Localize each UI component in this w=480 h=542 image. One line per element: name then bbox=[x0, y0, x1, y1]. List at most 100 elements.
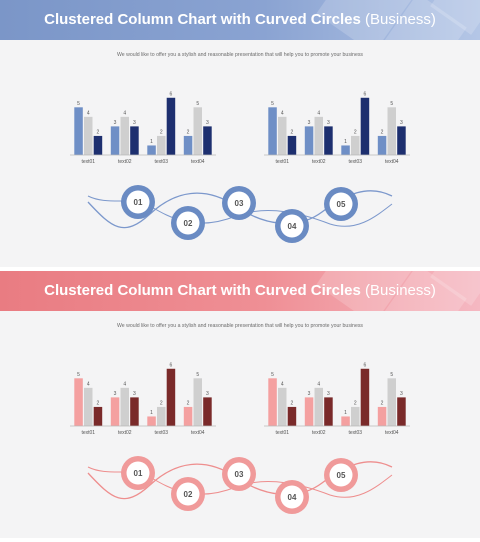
bar bbox=[183, 406, 193, 426]
circle-center bbox=[126, 190, 150, 214]
step-circle-05: 05 bbox=[324, 187, 358, 221]
tick-label: text02 bbox=[312, 159, 326, 165]
bar bbox=[120, 116, 129, 155]
bar bbox=[193, 107, 202, 155]
bar bbox=[314, 387, 323, 426]
circle-center bbox=[227, 191, 251, 215]
data-label: 4 bbox=[123, 381, 126, 387]
data-label: 5 bbox=[271, 372, 274, 378]
circle-label: 04 bbox=[288, 493, 297, 502]
data-label: 2 bbox=[97, 400, 100, 406]
bar bbox=[157, 406, 166, 426]
data-label: 5 bbox=[77, 372, 80, 378]
bar bbox=[203, 126, 212, 155]
circle-center bbox=[126, 461, 150, 485]
data-label: 6 bbox=[364, 362, 367, 368]
bar bbox=[324, 397, 333, 426]
data-label: 2 bbox=[381, 129, 384, 135]
circle-label: 01 bbox=[134, 198, 143, 207]
bar bbox=[287, 135, 297, 155]
bar bbox=[268, 378, 277, 426]
tick-label: text01 bbox=[81, 159, 95, 165]
slide-title: Clustered Column Chart with Curved Circl… bbox=[44, 11, 436, 28]
title-banner: Clustered Column Chart with Curved Circl… bbox=[0, 271, 480, 311]
bar bbox=[268, 107, 277, 155]
data-label: 3 bbox=[400, 391, 403, 397]
bar bbox=[110, 126, 120, 155]
data-label: 3 bbox=[308, 391, 311, 397]
data-label: 3 bbox=[327, 120, 330, 126]
step-circle-01: 01 bbox=[121, 456, 155, 490]
bar bbox=[84, 387, 93, 426]
circle-label: 02 bbox=[184, 219, 193, 228]
data-label: 1 bbox=[150, 410, 153, 416]
data-label: 3 bbox=[400, 120, 403, 126]
title-banner: Clustered Column Chart with Curved Circl… bbox=[0, 0, 480, 40]
bar bbox=[183, 135, 193, 155]
bar bbox=[147, 416, 156, 426]
step-circle-04: 04 bbox=[275, 480, 309, 514]
bar bbox=[166, 368, 176, 426]
bar bbox=[351, 135, 360, 155]
tick-label: text03 bbox=[348, 430, 362, 436]
data-label: 5 bbox=[271, 101, 274, 107]
circle-center bbox=[227, 462, 251, 486]
data-label: 3 bbox=[114, 391, 117, 397]
data-label: 3 bbox=[133, 120, 136, 126]
bar bbox=[377, 135, 387, 155]
data-label: 4 bbox=[87, 110, 90, 116]
circle-label: 03 bbox=[235, 470, 244, 479]
bar bbox=[166, 97, 176, 155]
bar bbox=[278, 116, 287, 155]
step-circle-05: 05 bbox=[324, 458, 358, 492]
bar bbox=[341, 416, 350, 426]
charts-and-circles: 542text01343text02126text03253text04542t… bbox=[70, 91, 410, 243]
bar bbox=[360, 368, 370, 426]
tick-label: text04 bbox=[191, 430, 205, 436]
data-label: 4 bbox=[87, 381, 90, 387]
circle-label: 04 bbox=[288, 222, 297, 231]
data-label: 2 bbox=[187, 129, 190, 135]
data-label: 2 bbox=[160, 129, 163, 135]
tick-label: text01 bbox=[275, 159, 289, 165]
data-label: 5 bbox=[390, 101, 393, 107]
data-label: 3 bbox=[206, 391, 209, 397]
bar bbox=[74, 107, 83, 155]
bar bbox=[314, 116, 323, 155]
data-label: 2 bbox=[97, 129, 100, 135]
circle-center bbox=[280, 485, 304, 509]
data-label: 3 bbox=[327, 391, 330, 397]
circle-label: 05 bbox=[337, 200, 346, 209]
data-label: 5 bbox=[77, 101, 80, 107]
circle-center bbox=[329, 463, 353, 487]
slide-subtitle: We would like to offer you a stylish and… bbox=[116, 52, 364, 58]
bar bbox=[130, 126, 139, 155]
data-label: 5 bbox=[196, 372, 199, 378]
tick-label: text03 bbox=[348, 159, 362, 165]
step-circle-02: 02 bbox=[171, 477, 205, 511]
data-label: 1 bbox=[150, 139, 153, 145]
bar bbox=[110, 397, 120, 426]
bar bbox=[147, 145, 156, 155]
bar bbox=[387, 107, 396, 155]
curved-circles: 01 02 03 04 05 bbox=[87, 185, 393, 243]
data-label: 4 bbox=[281, 381, 284, 387]
data-label: 6 bbox=[170, 91, 173, 97]
bar bbox=[287, 406, 297, 426]
data-label: 4 bbox=[123, 110, 126, 116]
data-label: 2 bbox=[291, 400, 294, 406]
bar bbox=[341, 145, 350, 155]
slide-subtitle: We would like to offer you a stylish and… bbox=[116, 323, 364, 329]
bar bbox=[203, 397, 212, 426]
bar bbox=[304, 397, 314, 426]
bar bbox=[304, 126, 314, 155]
data-label: 4 bbox=[317, 110, 320, 116]
circle-center bbox=[176, 482, 200, 506]
data-label: 3 bbox=[206, 120, 209, 126]
step-circle-03: 03 bbox=[222, 457, 256, 491]
data-label: 6 bbox=[364, 91, 367, 97]
data-label: 4 bbox=[281, 110, 284, 116]
